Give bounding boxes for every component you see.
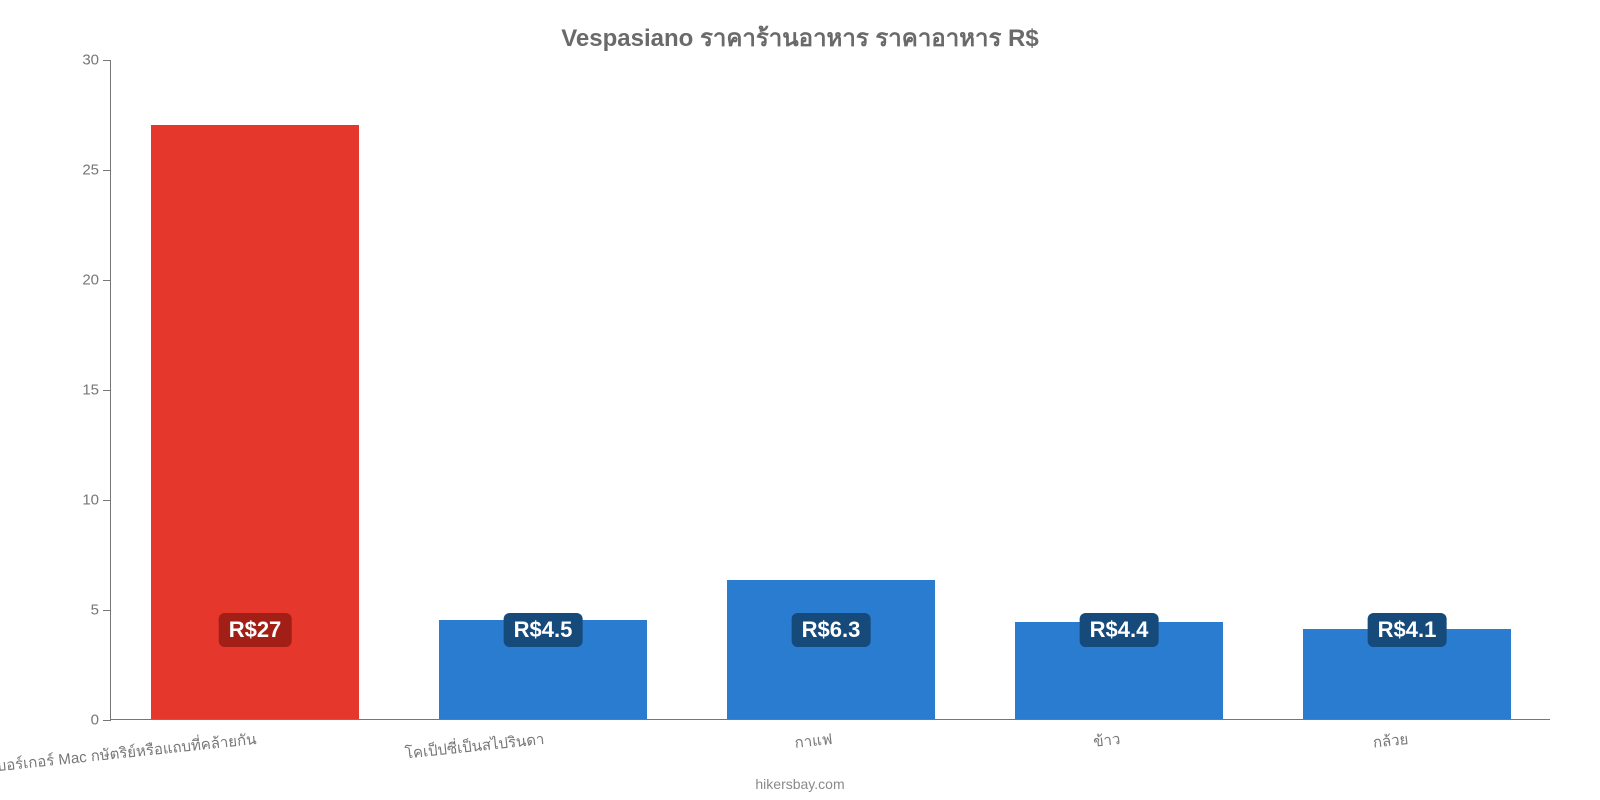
chart-title: Vespasiano ราคาร้านอาหาร ราคาอาหาร R$ (0, 18, 1600, 57)
y-tick-label: 25 (82, 162, 111, 179)
y-tick-label: 10 (82, 492, 111, 509)
value-badge: R$4.4 (1080, 613, 1159, 647)
y-tick-label: 20 (82, 272, 111, 289)
value-badge: R$4.5 (504, 613, 583, 647)
y-tick-label: 30 (82, 52, 111, 69)
y-tick-label: 15 (82, 382, 111, 399)
value-badge: R$27 (219, 613, 292, 647)
chart-container: Vespasiano ราคาร้านอาหาร ราคาอาหาร R$ 05… (0, 0, 1600, 800)
plot-area: 051015202530R$27เบอร์เกอร์ Mac กษัตริย์ห… (110, 60, 1550, 720)
y-tick-label: 0 (91, 712, 111, 729)
y-tick-label: 5 (91, 602, 111, 619)
attribution-text: hikersbay.com (0, 776, 1600, 792)
value-badge: R$6.3 (792, 613, 871, 647)
value-badge: R$4.1 (1368, 613, 1447, 647)
bar (727, 580, 934, 719)
